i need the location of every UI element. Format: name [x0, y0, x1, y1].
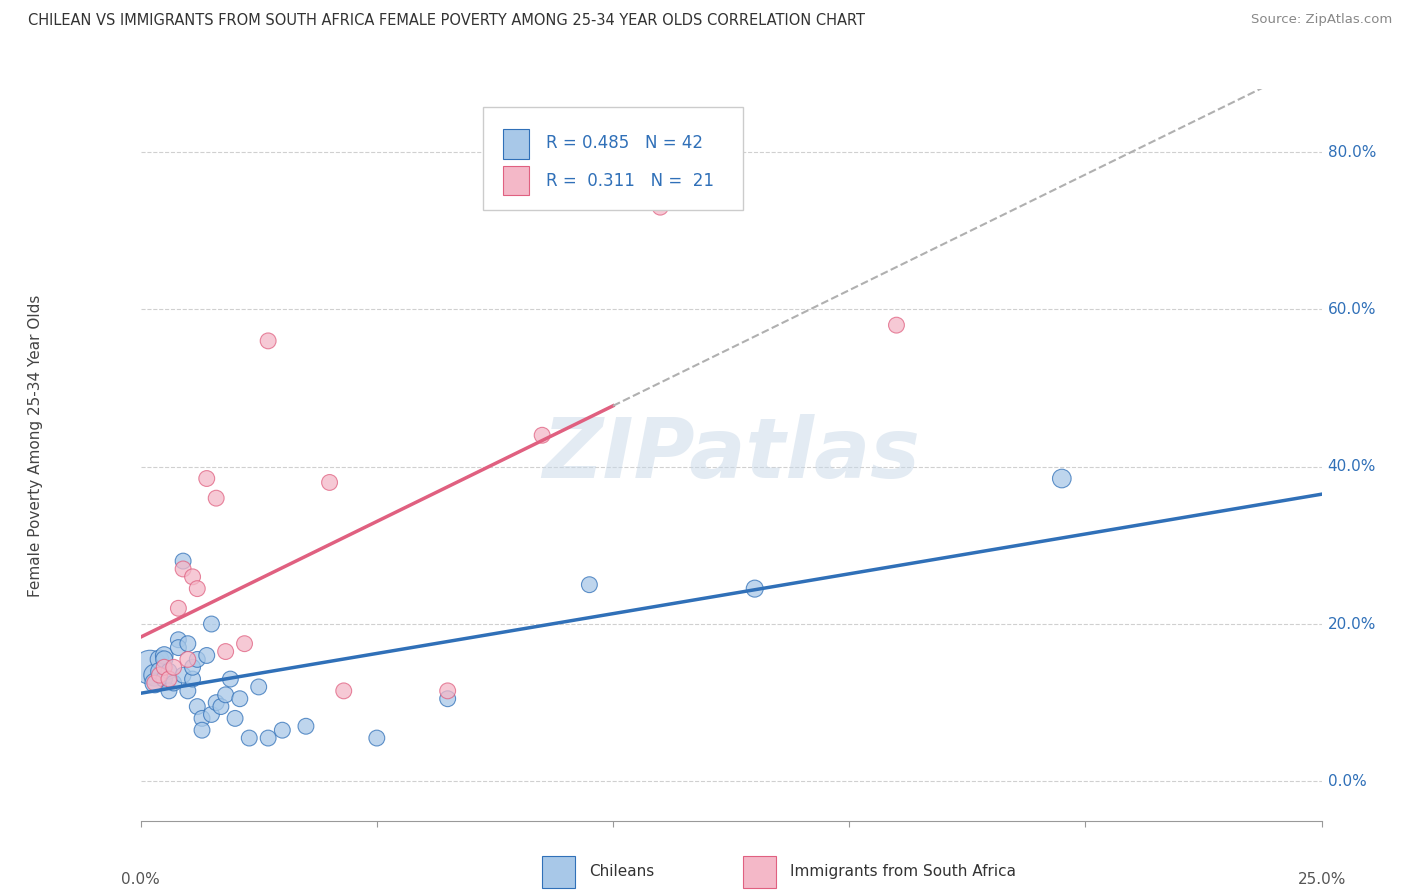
Point	[531, 428, 554, 442]
Point	[224, 711, 246, 725]
Point	[148, 652, 170, 666]
Point	[148, 668, 170, 682]
Point	[167, 632, 190, 647]
Bar	[503, 166, 529, 195]
Point	[195, 471, 218, 485]
Point	[157, 684, 180, 698]
Text: 60.0%: 60.0%	[1327, 301, 1376, 317]
Point	[209, 699, 232, 714]
Bar	[503, 129, 529, 159]
Point	[219, 672, 242, 686]
Text: R =  0.311   N =  21: R = 0.311 N = 21	[546, 171, 714, 190]
Point	[578, 577, 600, 591]
Text: ZIPatlas: ZIPatlas	[543, 415, 920, 495]
Point	[186, 582, 208, 596]
Point	[436, 684, 458, 698]
Text: 0.0%: 0.0%	[1327, 774, 1367, 789]
Point	[205, 696, 228, 710]
Point	[195, 648, 218, 663]
Point	[143, 676, 166, 690]
Point	[186, 652, 208, 666]
Point	[200, 617, 222, 632]
Point	[167, 640, 190, 655]
Point	[229, 691, 252, 706]
Point	[181, 672, 204, 686]
Point	[157, 664, 180, 678]
Bar	[742, 855, 776, 888]
Point	[271, 723, 294, 738]
Bar	[543, 855, 575, 888]
Point	[177, 637, 200, 651]
Text: CHILEAN VS IMMIGRANTS FROM SOUTH AFRICA FEMALE POVERTY AMONG 25-34 YEAR OLDS COR: CHILEAN VS IMMIGRANTS FROM SOUTH AFRICA …	[28, 13, 865, 29]
Point	[153, 648, 176, 663]
Text: 25.0%: 25.0%	[1298, 871, 1346, 887]
Point	[650, 200, 672, 214]
Point	[148, 664, 170, 678]
Point	[172, 562, 194, 576]
Point	[177, 684, 200, 698]
Point	[257, 731, 280, 745]
Point	[191, 711, 214, 725]
Point	[233, 637, 256, 651]
Point	[744, 582, 766, 596]
Point	[318, 475, 340, 490]
Text: 0.0%: 0.0%	[121, 871, 160, 887]
Text: 40.0%: 40.0%	[1327, 459, 1376, 475]
Point	[247, 680, 270, 694]
Point	[332, 684, 354, 698]
Text: R = 0.485   N = 42: R = 0.485 N = 42	[546, 134, 703, 152]
Point	[436, 691, 458, 706]
Point	[181, 570, 204, 584]
Point	[200, 707, 222, 722]
Point	[153, 672, 176, 686]
Point	[1050, 471, 1073, 485]
Point	[143, 676, 166, 690]
Text: Chileans: Chileans	[589, 864, 655, 880]
Point	[186, 699, 208, 714]
Point	[172, 554, 194, 568]
Point	[153, 652, 176, 666]
Text: 80.0%: 80.0%	[1327, 145, 1376, 160]
Text: Source: ZipAtlas.com: Source: ZipAtlas.com	[1251, 13, 1392, 27]
Point	[886, 318, 908, 333]
Point	[143, 668, 166, 682]
Point	[167, 601, 190, 615]
Point	[172, 668, 194, 682]
Point	[214, 644, 236, 658]
Point	[366, 731, 388, 745]
Point	[238, 731, 260, 745]
Point	[214, 688, 236, 702]
Point	[181, 660, 204, 674]
Point	[157, 672, 180, 686]
Text: Female Poverty Among 25-34 Year Olds: Female Poverty Among 25-34 Year Olds	[28, 295, 42, 597]
Point	[295, 719, 318, 733]
Text: Immigrants from South Africa: Immigrants from South Africa	[790, 864, 1017, 880]
Point	[163, 676, 186, 690]
Point	[163, 660, 186, 674]
Point	[205, 491, 228, 505]
Text: 20.0%: 20.0%	[1327, 616, 1376, 632]
Point	[177, 652, 200, 666]
Point	[139, 660, 162, 674]
Point	[257, 334, 280, 348]
FancyBboxPatch shape	[484, 108, 742, 210]
Point	[191, 723, 214, 738]
Point	[153, 660, 176, 674]
